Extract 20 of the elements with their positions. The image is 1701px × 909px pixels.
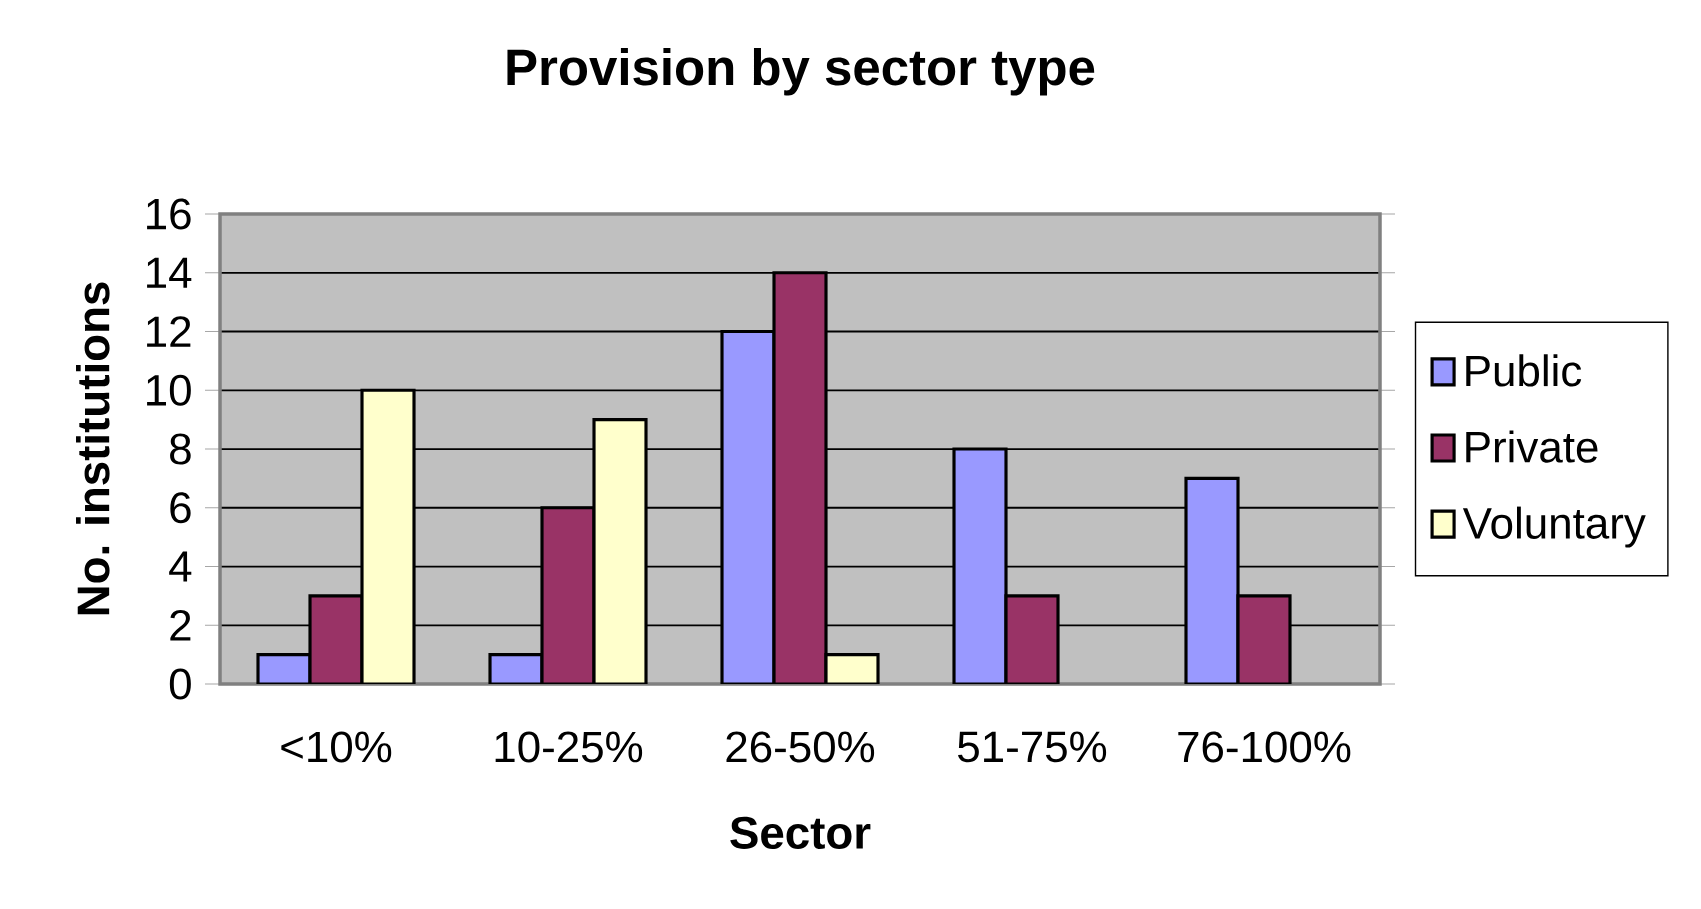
- y-tick-label: 8: [170, 433, 191, 465]
- x-axis-title: Sector: [730, 816, 871, 849]
- y-tick-label: 4: [169, 551, 192, 582]
- y-tick-label: 10: [147, 374, 191, 406]
- y-tick-label: 14: [147, 257, 192, 288]
- chart-title: Provision by sector type: [507, 47, 1095, 96]
- y-tick-label: 0: [169, 668, 191, 700]
- x-tick-label: <10%: [281, 731, 392, 763]
- legend-label: Voluntary: [1462, 506, 1646, 548]
- y-tick-label: 2: [170, 609, 191, 641]
- y-tick-label: 6: [170, 492, 191, 524]
- legend-label: Public: [1466, 354, 1582, 387]
- x-tick-label: 51-75%: [958, 731, 1107, 763]
- y-axis-title: No. institutions: [76, 282, 110, 615]
- legend-label: Private: [1466, 430, 1598, 463]
- y-tick-label: 12: [147, 316, 191, 347]
- x-tick-label: 26-50%: [726, 731, 875, 763]
- x-tick-label: 76-100%: [1178, 731, 1351, 763]
- x-tick-label: 10-25%: [495, 731, 643, 763]
- y-tick-label: 16: [147, 198, 191, 230]
